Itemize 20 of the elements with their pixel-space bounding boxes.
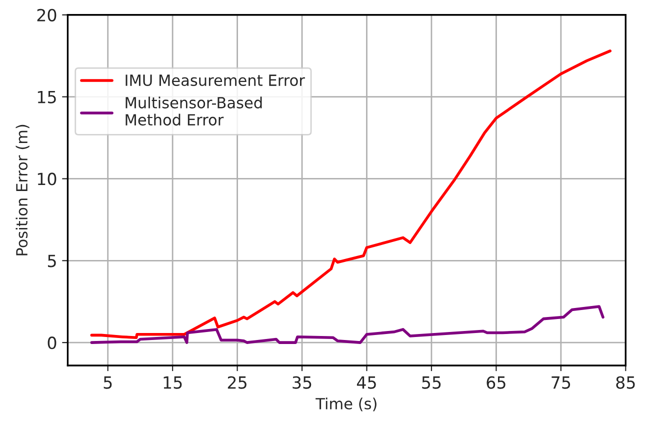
line-series: [90, 305, 604, 344]
x-tick-label: 35: [292, 376, 312, 389]
legend-label: Multisensor-Based Method Error: [126, 96, 262, 126]
y-tick-label: 10: [38, 172, 56, 186]
x-tick-label: 55: [422, 376, 441, 389]
y-tick-label: 20: [37, 8, 56, 22]
x-tick-label: 45: [356, 376, 376, 389]
x-axis-title: Time (s): [316, 398, 376, 412]
x-tick-label: 5: [104, 376, 112, 389]
x-tick-label: 15: [164, 376, 182, 389]
y-tick-label: 5: [48, 254, 56, 268]
x-tick-label: 85: [616, 376, 635, 389]
y-tick-label: 15: [38, 90, 56, 104]
line-series: [90, 50, 612, 340]
legend-label: IMU Measurement Error: [126, 74, 305, 86]
y-axis-title: Position Error (m): [16, 124, 30, 256]
x-tick-label: 65: [486, 376, 506, 389]
x-tick-label: 25: [228, 376, 246, 389]
y-tick-label: 0: [48, 336, 56, 350]
x-tick-label: 75: [552, 376, 570, 389]
